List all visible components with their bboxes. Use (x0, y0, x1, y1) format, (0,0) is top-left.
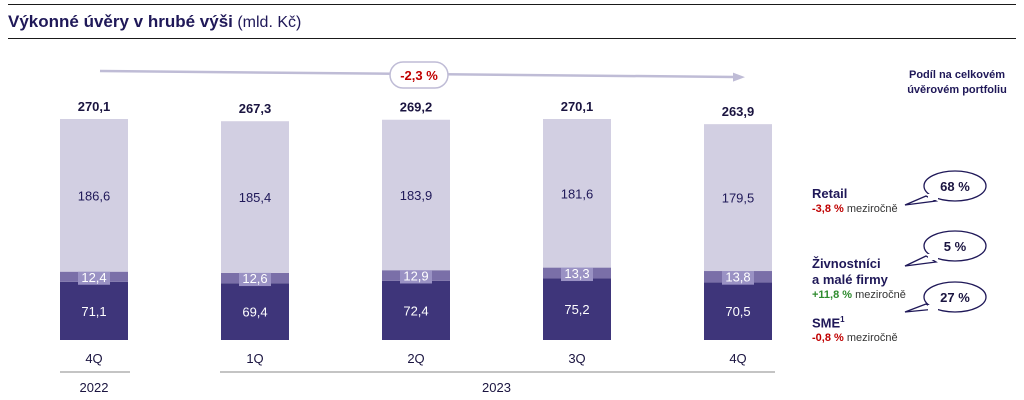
legend-change-value: +11,8 % (812, 289, 853, 301)
share-bubble-gap-0 (928, 194, 938, 200)
value-label-1-1: 12,6 (242, 271, 267, 286)
value-label-0-1: 69,4 (242, 305, 267, 320)
bar-segment-retail-1 (221, 121, 289, 273)
category-label-4: 4Q (729, 351, 746, 366)
bar-segment-sme-0 (60, 281, 128, 340)
title-rule (8, 38, 1016, 39)
value-label-1-0: 12,4 (81, 270, 106, 285)
legend-name-2-0: SME1 (812, 315, 845, 331)
share-bubble-0 (923, 170, 987, 202)
top-rule (8, 4, 1016, 5)
small-label-bg-0 (78, 268, 110, 285)
share-bubble-gap-1 (928, 254, 938, 260)
value-label-2-3: 181,6 (561, 186, 594, 201)
value-label-0-4: 70,5 (725, 304, 750, 319)
legend-change-value: -0,8 % (812, 332, 844, 345)
legend-name-1-1: a malé firmy (812, 272, 888, 287)
value-label-2-1: 185,4 (239, 190, 272, 205)
bar-segment-sme-4 (704, 282, 772, 340)
legend-change-value: -3,8 % (812, 203, 844, 215)
title-main: Výkonné úvěry v hrubé výši (8, 12, 233, 31)
bar-segment-sme-2 (382, 280, 450, 340)
legend-change-1: +11,8 % meziročně (812, 288, 906, 302)
bar-segment-sme-3 (543, 278, 611, 340)
legend-change-suffix: meziročně (843, 332, 898, 345)
share-note: Podíl na celkovém úvěrovém portfoliu (907, 69, 1007, 96)
total-label-1: 267,3 (239, 101, 272, 116)
trend-label: -2,3 % (400, 68, 438, 83)
bar-segment-sme-1 (221, 283, 289, 340)
share-value-1: 5 % (944, 239, 967, 254)
chart-title: Výkonné úvěry v hrubé výši (mld. Kč) (8, 12, 1016, 40)
value-label-0-0: 71,1 (81, 304, 106, 319)
value-label-1-2: 12,9 (403, 268, 428, 283)
small-label-bg-4 (722, 268, 754, 285)
bar-segment-retail-3 (543, 119, 611, 268)
legend-name-0-0: Retail (812, 186, 848, 201)
value-label-1-3: 13,3 (564, 266, 589, 281)
value-label-2-0: 186,6 (78, 188, 111, 203)
total-label-4: 263,9 (722, 104, 755, 119)
value-label-0-3: 75,2 (564, 302, 589, 317)
value-label-2-2: 183,9 (400, 188, 433, 203)
category-label-1: 1Q (246, 351, 263, 366)
share-value-0: 68 % (940, 179, 970, 194)
share-bubble-1 (923, 230, 987, 262)
category-label-3: 3Q (568, 351, 585, 366)
category-label-2: 2Q (407, 351, 424, 366)
total-label-2: 269,2 (400, 100, 433, 115)
legend-change-2: -0,8 % meziročně (812, 331, 898, 345)
legend-change-0: -3,8 % meziročně (812, 202, 898, 216)
value-label-2-4: 179,5 (722, 191, 755, 206)
trend-badge (389, 61, 449, 89)
trend-arrow-head (733, 72, 745, 82)
legend-entry-0: Retail -3,8 % meziročně (812, 186, 898, 216)
total-label-0: 270,1 (78, 99, 111, 114)
share-value-2: 27 % (940, 290, 970, 305)
bar-segment-retail-0 (60, 119, 128, 272)
legend-entry-2: SME1 -0,8 % meziročně (812, 312, 898, 345)
legend-entry-1: Živnostníci a malé firmy +11,8 % meziročně (812, 256, 906, 302)
legend-change-suffix: meziročně (843, 203, 898, 215)
legend-name-1-0: Živnostníci (812, 256, 881, 271)
small-label-bg-3 (561, 265, 593, 282)
small-label-bg-2 (400, 267, 432, 284)
title-unit: (mld. Kč) (237, 14, 302, 31)
legend-change-suffix: meziročně (852, 289, 906, 301)
share-bubble-2 (923, 281, 987, 313)
year-label-2022: 2022 (80, 380, 109, 395)
share-bubble-gap-2 (928, 305, 938, 311)
total-label-3: 270,1 (561, 99, 594, 114)
bar-segment-retail-4 (704, 124, 772, 272)
value-label-0-2: 72,4 (403, 303, 428, 318)
bar-segment-retail-2 (382, 119, 450, 271)
year-label-2023: 2023 (482, 380, 511, 395)
category-label-0: 4Q (85, 351, 102, 366)
value-label-1-4: 13,8 (725, 270, 750, 285)
small-label-bg-1 (239, 270, 271, 287)
legend-footnote-mark: 1 (840, 315, 845, 324)
